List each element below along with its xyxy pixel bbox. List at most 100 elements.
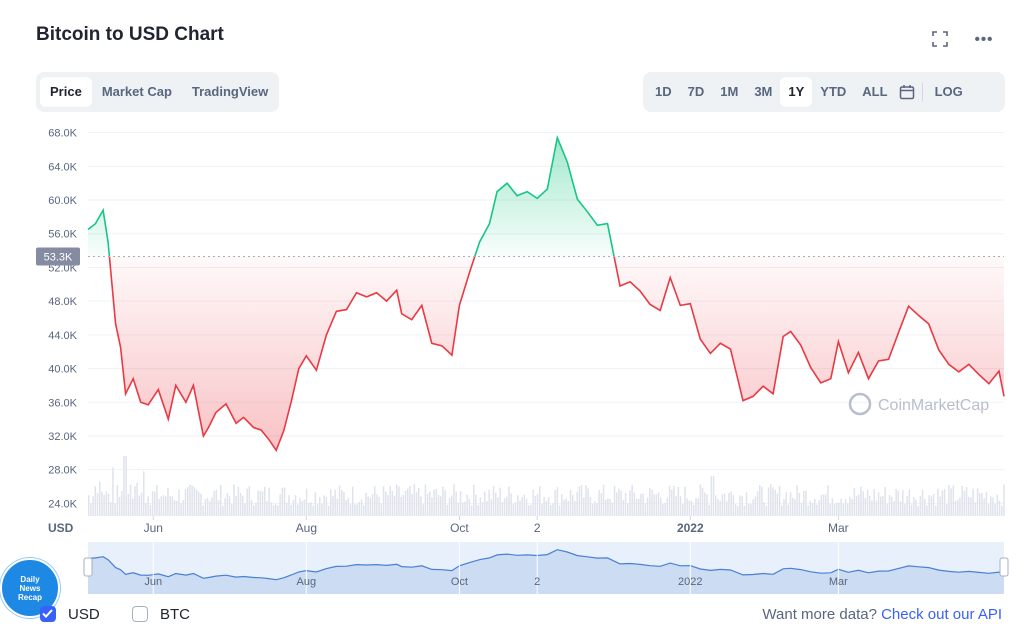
- volume-bar: [849, 496, 851, 516]
- volume-bar: [778, 485, 781, 516]
- volume-bar: [426, 493, 429, 516]
- usd-checkbox[interactable]: [40, 606, 56, 622]
- volume-bar: [671, 489, 673, 516]
- volume-bar: [110, 502, 112, 516]
- volume-bar: [154, 491, 156, 516]
- volume-bar: [787, 504, 790, 516]
- volume-bar: [281, 487, 284, 516]
- volume-bar: [765, 505, 768, 516]
- volume-bar: [288, 495, 290, 516]
- volume-bar: [167, 487, 169, 516]
- volume-bar: [391, 491, 394, 516]
- volume-bar: [294, 495, 297, 516]
- volume-bar: [682, 504, 684, 516]
- log-toggle[interactable]: LOG: [934, 84, 963, 99]
- volume-bar: [374, 486, 376, 516]
- volume-bar: [330, 489, 332, 516]
- volume-bar: [954, 500, 957, 516]
- volume-bar: [129, 484, 132, 516]
- volume-bar: [965, 486, 968, 516]
- volume-bar: [895, 488, 897, 516]
- volume-bar: [407, 488, 409, 516]
- volume-bar: [162, 495, 165, 516]
- volume-bar: [822, 494, 825, 516]
- tab-tradingview[interactable]: TradingView: [191, 84, 269, 99]
- volume-bar: [200, 493, 202, 516]
- volume-bar: [794, 499, 796, 516]
- volume-bar: [919, 496, 922, 516]
- range-ytd[interactable]: YTD: [820, 84, 847, 99]
- daily-news-recap-badge[interactable]: Daily News Recap: [0, 558, 60, 618]
- volume-bar: [743, 505, 746, 516]
- volume-bar: [664, 502, 666, 516]
- price-chart[interactable]: 24.0K28.0K32.0K36.0K40.0K44.0K48.0K52.0K…: [0, 120, 1024, 598]
- range-all[interactable]: ALL: [862, 84, 888, 99]
- tab-price[interactable]: Price: [40, 77, 92, 107]
- volume-bar: [873, 488, 875, 516]
- range-1d[interactable]: 1D: [655, 84, 672, 99]
- volume-bar: [561, 494, 563, 516]
- fullscreen-icon[interactable]: [930, 30, 950, 50]
- volume-bar: [921, 490, 924, 516]
- volume-bar: [336, 498, 339, 516]
- volume-bar: [413, 484, 416, 516]
- volume-bar: [715, 495, 717, 516]
- volume-bar: [132, 498, 134, 516]
- volume-bar: [728, 493, 730, 516]
- volume-bar: [712, 476, 715, 516]
- volume-bar: [695, 498, 697, 516]
- volume-bar: [686, 498, 688, 516]
- volume-bar: [651, 489, 653, 516]
- more-icon[interactable]: •••: [974, 31, 994, 48]
- volume-bar: [248, 486, 251, 516]
- x-tick-label: Oct: [450, 521, 469, 535]
- btc-checkbox[interactable]: [132, 606, 148, 622]
- volume-bar: [906, 496, 908, 516]
- volume-bar: [165, 496, 167, 516]
- volume-bar: [959, 497, 961, 516]
- volume-bar: [105, 491, 108, 516]
- range-3m[interactable]: 3M: [754, 84, 773, 99]
- volume-bar: [640, 493, 642, 516]
- volume-bar: [690, 500, 693, 516]
- calendar-icon-glyph: [899, 85, 914, 100]
- api-link[interactable]: Check out our API: [881, 606, 1002, 623]
- volume-bar: [565, 498, 567, 516]
- chart-type-tabs: Price Market Cap TradingView: [36, 72, 279, 112]
- volume-bar: [985, 492, 988, 516]
- area-below-reference: [88, 256, 1004, 451]
- volume-bar: [624, 493, 627, 516]
- navigator-handle-right[interactable]: [999, 557, 1009, 577]
- volume-bar: [620, 490, 622, 516]
- volume-bar: [701, 488, 704, 516]
- volume-bar: [653, 494, 655, 516]
- volume-bar: [466, 494, 468, 516]
- volume-bar: [598, 490, 600, 516]
- volume-bar: [314, 492, 317, 516]
- volume-bar: [734, 503, 737, 516]
- volume-bar: [688, 500, 691, 516]
- range-1m[interactable]: 1M: [720, 84, 739, 99]
- volume-bar: [578, 486, 581, 516]
- volume-bar: [869, 495, 871, 516]
- volume-bar: [979, 493, 981, 516]
- calendar-icon[interactable]: [896, 77, 918, 107]
- volume-bar: [356, 504, 358, 516]
- volume-bar: [316, 504, 319, 516]
- volume-bar: [847, 503, 849, 516]
- range-7d[interactable]: 7D: [687, 84, 705, 99]
- badge-line-3: Recap: [17, 592, 42, 602]
- range-1y[interactable]: 1Y: [780, 77, 813, 107]
- navigator-handle-left[interactable]: [83, 557, 93, 577]
- volume-bar: [477, 505, 479, 516]
- volume-bar: [239, 493, 242, 516]
- tab-market-cap[interactable]: Market Cap: [101, 84, 172, 99]
- volume-bar: [156, 484, 158, 516]
- volume-bar: [431, 497, 433, 516]
- volume-bar: [90, 503, 92, 516]
- volume-bar: [343, 491, 345, 516]
- volume-bar: [893, 501, 895, 516]
- y-tick-label: 64.0K: [48, 161, 77, 173]
- volume-bar: [831, 498, 834, 516]
- volume-bar: [486, 500, 488, 516]
